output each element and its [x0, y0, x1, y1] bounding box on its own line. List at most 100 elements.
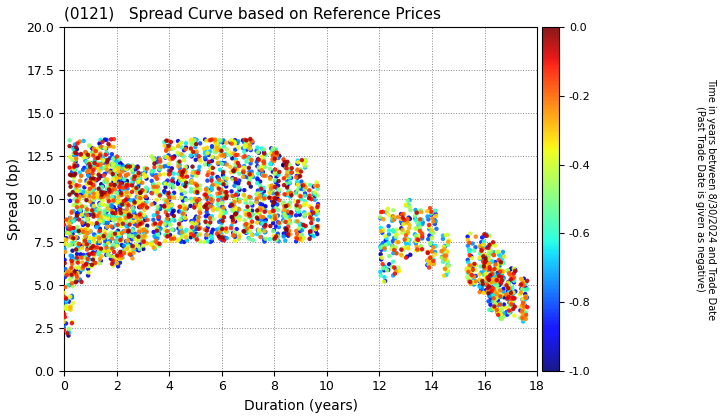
Point	[122, 194, 133, 200]
Point	[189, 202, 201, 208]
Point	[286, 210, 297, 216]
Point	[292, 207, 303, 214]
Point	[123, 192, 135, 198]
Point	[478, 252, 490, 258]
Point	[482, 260, 494, 266]
Point	[81, 241, 93, 248]
Point	[303, 195, 315, 202]
Point	[256, 213, 267, 220]
Point	[212, 206, 223, 213]
Point	[178, 177, 189, 184]
Point	[70, 156, 81, 163]
Point	[212, 194, 224, 200]
Point	[153, 181, 164, 187]
Point	[271, 150, 282, 156]
Point	[441, 249, 453, 255]
Point	[270, 155, 282, 161]
Point	[176, 208, 187, 215]
Point	[392, 239, 404, 246]
Point	[154, 221, 166, 228]
Point	[207, 226, 219, 233]
Point	[117, 186, 129, 192]
Point	[128, 186, 140, 192]
Point	[74, 207, 86, 213]
Point	[465, 253, 477, 260]
Point	[238, 139, 250, 146]
Point	[124, 163, 135, 170]
Point	[437, 232, 449, 239]
Point	[515, 315, 526, 321]
Point	[425, 260, 436, 266]
Point	[217, 172, 229, 178]
Point	[309, 191, 320, 197]
Point	[205, 200, 217, 207]
Point	[133, 228, 145, 235]
Point	[83, 192, 94, 199]
Point	[290, 228, 302, 234]
Point	[264, 190, 276, 197]
Point	[138, 232, 150, 239]
Point	[66, 218, 78, 225]
Point	[400, 255, 412, 261]
Point	[81, 261, 92, 268]
Point	[491, 291, 503, 297]
Point	[306, 216, 318, 223]
Point	[300, 184, 311, 191]
Point	[107, 216, 119, 223]
Point	[516, 286, 527, 292]
Point	[133, 200, 145, 207]
Point	[312, 208, 323, 215]
Point	[140, 226, 151, 233]
Point	[206, 213, 217, 220]
Point	[299, 163, 310, 170]
Point	[267, 202, 279, 209]
Point	[219, 153, 230, 160]
Point	[83, 252, 94, 259]
Point	[204, 148, 216, 155]
Point	[146, 168, 158, 175]
Point	[388, 245, 400, 252]
Point	[114, 178, 126, 184]
Point	[304, 187, 315, 194]
Point	[294, 236, 305, 243]
Point	[148, 216, 159, 223]
Point	[480, 273, 492, 280]
Point	[102, 164, 114, 171]
Point	[508, 294, 520, 301]
Point	[382, 266, 393, 273]
Point	[430, 243, 441, 249]
Point	[220, 195, 232, 202]
Point	[252, 149, 264, 155]
Point	[65, 252, 76, 259]
Point	[63, 298, 75, 305]
Point	[89, 260, 100, 266]
Point	[256, 171, 268, 177]
Point	[501, 295, 513, 302]
Point	[498, 249, 509, 255]
Point	[132, 183, 144, 190]
Point	[292, 219, 304, 226]
Point	[111, 259, 122, 266]
Point	[474, 243, 485, 249]
Point	[390, 236, 401, 242]
Point	[504, 266, 516, 273]
Point	[281, 213, 292, 220]
Point	[159, 189, 171, 196]
Point	[202, 177, 213, 184]
Point	[101, 150, 112, 157]
Point	[242, 174, 253, 181]
Point	[163, 152, 174, 159]
Point	[168, 194, 180, 201]
Point	[202, 238, 213, 244]
Point	[469, 247, 480, 254]
Point	[60, 235, 72, 242]
Point	[410, 233, 422, 239]
Point	[84, 185, 96, 192]
Point	[71, 240, 83, 247]
Point	[503, 294, 514, 300]
Point	[114, 184, 125, 190]
Point	[422, 262, 433, 268]
Point	[437, 259, 449, 265]
Point	[494, 252, 505, 259]
Point	[114, 255, 126, 262]
